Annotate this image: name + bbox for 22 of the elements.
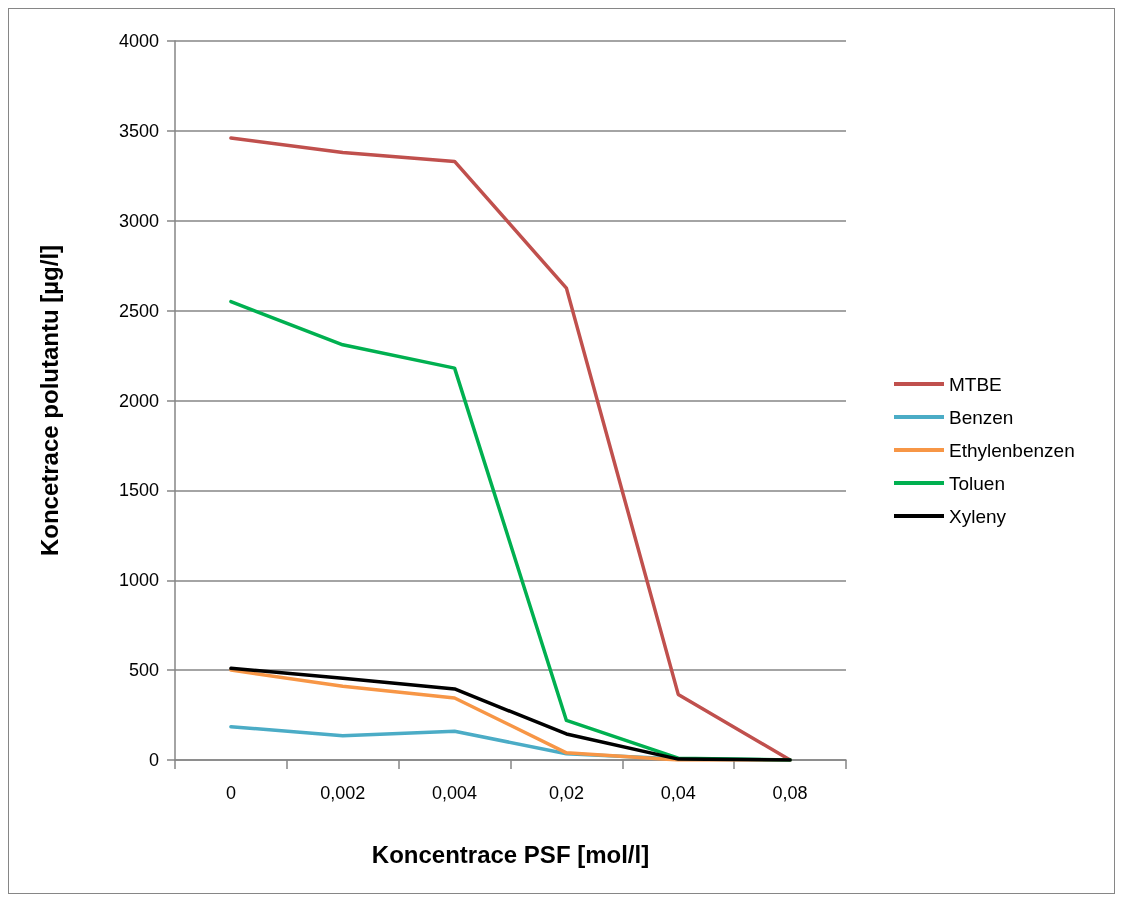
x-tick-label: 0,08 [772, 783, 808, 803]
y-tick-label: 500 [128, 660, 159, 681]
y-tick-label: 1500 [118, 480, 159, 501]
legend-label: Ethylenbenzen [949, 439, 1075, 461]
x-tick-label: 0,04 [660, 783, 696, 803]
x-tick-label: 0,002 [320, 783, 366, 803]
y-tick-label: 2500 [118, 300, 159, 321]
y-axis-title: Koncetrace polutantu [µg/l] [35, 244, 63, 557]
y-tick-label: 4000 [118, 31, 159, 51]
legend-label: Toluen [949, 472, 1005, 494]
y-tick-label: 3500 [118, 120, 159, 141]
legend-label: Benzen [949, 406, 1014, 428]
x-tick-label: 0,004 [432, 783, 478, 803]
x-tick-label: 0 [225, 783, 236, 803]
x-tick-label: 0,02 [548, 783, 584, 803]
y-tick-label: 1000 [118, 570, 159, 591]
y-tick-label: 0 [148, 750, 159, 770]
legend-label: Xyleny [949, 505, 1007, 527]
x-axis-title: Koncentrace PSF [mol/l] [371, 840, 650, 868]
legend-label: MTBE [949, 373, 1002, 395]
y-tick-label: 2000 [118, 390, 159, 411]
y-tick-label: 3000 [118, 210, 159, 231]
